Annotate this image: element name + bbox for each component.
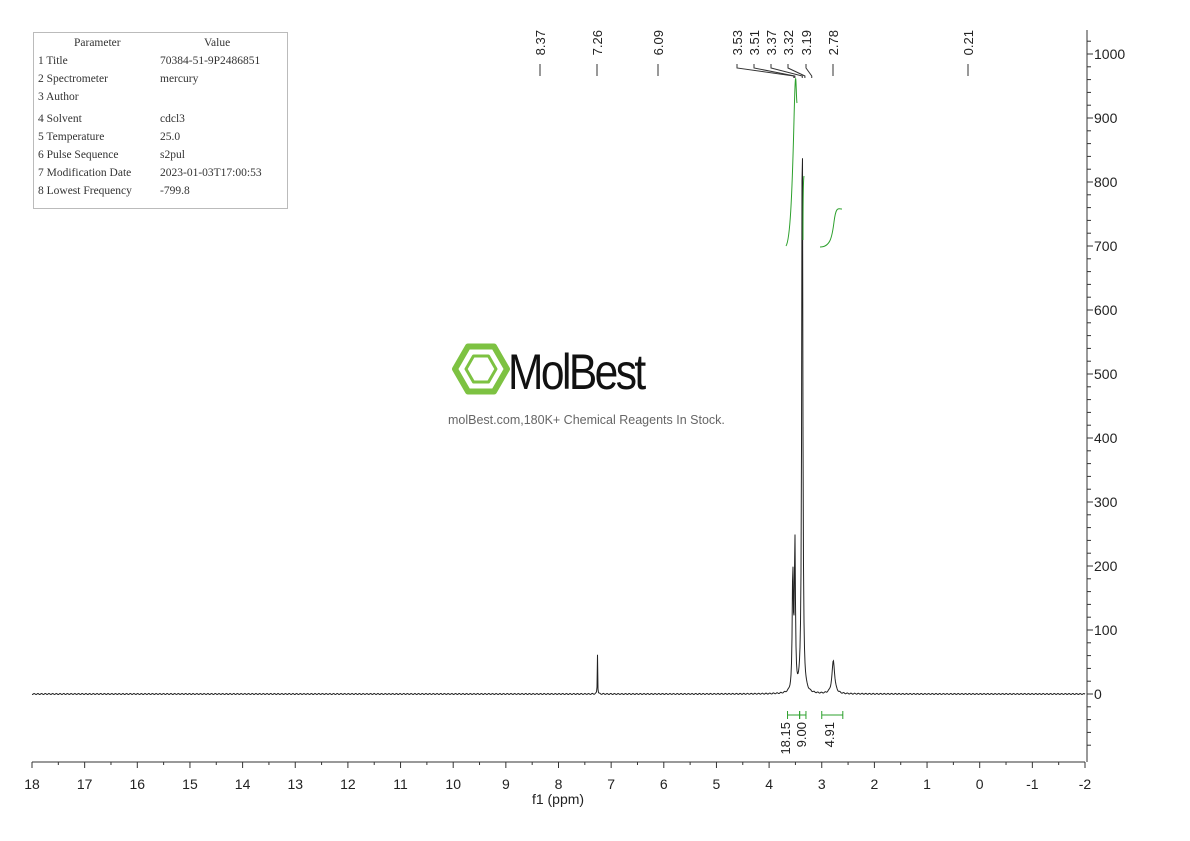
x-tick-label: 12 <box>340 776 356 792</box>
y-tick-label: 900 <box>1094 110 1118 126</box>
x-tick-label: 5 <box>713 776 721 792</box>
param-value: 2023-01-03T17:00:53 <box>160 167 262 179</box>
peak-label-connector <box>787 64 806 78</box>
x-tick-label: 11 <box>393 776 408 792</box>
x-tick-label: 10 <box>445 776 461 792</box>
peak-label-connector <box>753 64 796 78</box>
y-tick-label: 500 <box>1094 366 1118 382</box>
param-value: 25.0 <box>160 131 181 143</box>
param-header: Parameter <box>74 37 121 49</box>
y-tick-label: 800 <box>1094 174 1118 190</box>
watermark-tagline: molBest.com,180K+ Chemical Reagents In S… <box>448 413 725 427</box>
x-tick-label: 16 <box>130 776 146 792</box>
y-tick-label: 1000 <box>1094 46 1125 62</box>
watermark-logo-text: MolBest <box>508 344 646 400</box>
x-tick-label: 14 <box>235 776 251 792</box>
param-name: 1 Title <box>38 55 68 67</box>
peak-label: 2.78 <box>826 30 841 55</box>
value-header: Value <box>204 37 231 49</box>
peak-label: 3.37 <box>764 30 779 55</box>
param-name: 2 Spectrometer <box>38 73 108 85</box>
param-name: 6 Pulse Sequence <box>38 149 119 161</box>
peak-label-connector <box>805 64 813 78</box>
integral-value: 18.15 <box>778 722 793 755</box>
peak-label: 3.51 <box>747 30 762 55</box>
x-axis-label: f1 (ppm) <box>532 791 584 807</box>
y-tick-label: 400 <box>1094 430 1118 446</box>
param-value: s2pul <box>160 149 185 161</box>
integral-curve <box>785 78 798 247</box>
x-tick-label: 1 <box>923 776 931 792</box>
x-tick-label: 3 <box>818 776 826 792</box>
x-tick-label: 13 <box>287 776 303 792</box>
x-tick-label: -1 <box>1026 776 1039 792</box>
x-tick-label: 7 <box>607 776 615 792</box>
x-tick-label: 9 <box>502 776 510 792</box>
x-tick-label: -2 <box>1079 776 1092 792</box>
y-tick-label: 700 <box>1094 238 1118 254</box>
param-name: 5 Temperature <box>38 131 105 143</box>
peak-label: 0.21 <box>961 30 976 55</box>
molbest-logo-icon <box>452 343 510 395</box>
peak-label: 3.32 <box>781 30 796 55</box>
integral-curve <box>819 208 843 248</box>
peak-label: 3.53 <box>730 30 745 55</box>
parameter-table: Parameter Value 1 Title 70384-51-9P248685… <box>33 32 288 209</box>
x-tick-label: 2 <box>871 776 879 792</box>
x-tick-label: 15 <box>182 776 198 792</box>
peak-label: 3.19 <box>799 30 814 55</box>
y-tick-label: 0 <box>1094 686 1102 702</box>
peak-label: 8.37 <box>533 30 548 55</box>
integral-curve <box>802 175 805 241</box>
y-tick-label: 600 <box>1094 302 1118 318</box>
integral-value: 9.00 <box>794 722 809 747</box>
y-tick-label: 300 <box>1094 494 1118 510</box>
param-name: 3 Author <box>38 91 79 103</box>
param-value: 70384-51-9P2486851 <box>160 55 261 67</box>
x-tick-label: 0 <box>976 776 984 792</box>
peak-label: 6.09 <box>651 30 666 55</box>
integral-value: 4.91 <box>822 722 837 747</box>
y-tick-label: 100 <box>1094 622 1118 638</box>
y-tick-label: 200 <box>1094 558 1118 574</box>
param-value: cdcl3 <box>160 113 185 125</box>
x-tick-label: 6 <box>660 776 668 792</box>
param-value: -799.8 <box>160 185 190 197</box>
peak-label-connector <box>770 64 803 78</box>
peak-label: 7.26 <box>590 30 605 55</box>
peak-label-connector <box>736 64 795 78</box>
param-name: 8 Lowest Frequency <box>38 185 132 197</box>
x-tick-label: 18 <box>24 776 40 792</box>
x-tick-label: 8 <box>555 776 563 792</box>
x-tick-label: 17 <box>77 776 93 792</box>
param-name: 7 Modification Date <box>38 167 132 179</box>
x-tick-label: 4 <box>765 776 773 792</box>
param-value: mercury <box>160 73 199 85</box>
param-name: 4 Solvent <box>38 113 82 125</box>
spectrum-line <box>31 158 1086 696</box>
